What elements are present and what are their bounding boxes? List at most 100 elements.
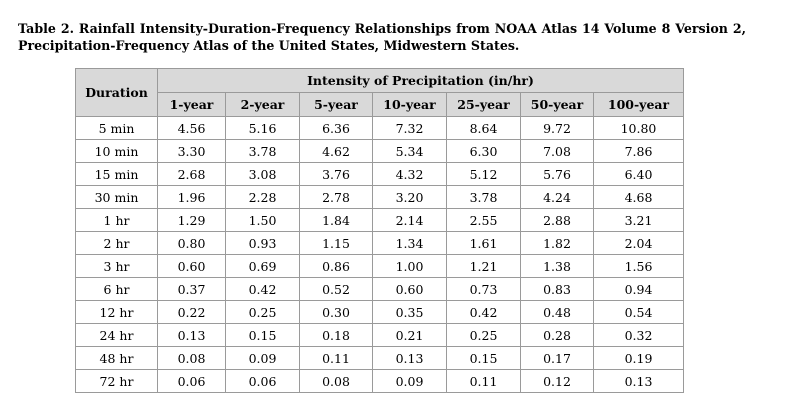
table-row: 2 hr 0.80 0.93 1.15 1.34 1.61 1.82 2.04	[75, 231, 684, 255]
column-header: 5-year	[299, 92, 373, 117]
intensity-cell: 3.08	[225, 162, 300, 186]
intensity-cell: 2.68	[157, 162, 226, 186]
duration-cell: 30 min	[75, 185, 158, 209]
intensity-cell: 0.60	[157, 254, 226, 278]
intensity-cell: 1.50	[225, 208, 300, 232]
intensity-cell: 0.22	[157, 300, 226, 324]
intensity-cell: 0.30	[299, 300, 373, 324]
table-row: 15 min 2.68 3.08 3.76 4.32 5.12 5.76 6.40	[75, 162, 684, 186]
intensity-cell: 1.96	[157, 185, 226, 209]
intensity-cell: 2.14	[372, 208, 447, 232]
intensity-cell: 0.21	[372, 323, 447, 347]
intensity-cell: 6.30	[446, 139, 521, 163]
intensity-cell: 0.86	[299, 254, 373, 278]
column-header: 50-year	[520, 92, 594, 117]
intensity-group-header: Intensity of Precipitation (in/hr)	[157, 68, 684, 93]
column-header: 100-year	[593, 92, 684, 117]
intensity-cell: 0.12	[520, 369, 594, 393]
intensity-cell: 2.28	[225, 185, 300, 209]
duration-cell: 10 min	[75, 139, 158, 163]
intensity-cell: 1.82	[520, 231, 594, 255]
intensity-cell: 2.04	[593, 231, 684, 255]
intensity-cell: 0.13	[372, 346, 447, 370]
duration-cell: 6 hr	[75, 277, 158, 301]
intensity-cell: 4.56	[157, 116, 226, 140]
intensity-cell: 0.18	[299, 323, 373, 347]
intensity-cell: 9.72	[520, 116, 594, 140]
intensity-cell: 10.80	[593, 116, 684, 140]
table-row: 24 hr 0.13 0.15 0.18 0.21 0.25 0.28 0.32	[75, 323, 684, 347]
table-row: 10 min 3.30 3.78 4.62 5.34 6.30 7.08 7.86	[75, 139, 684, 163]
intensity-cell: 8.64	[446, 116, 521, 140]
intensity-cell: 4.32	[372, 162, 447, 186]
intensity-cell: 0.32	[593, 323, 684, 347]
intensity-cell: 0.73	[446, 277, 521, 301]
intensity-cell: 7.08	[520, 139, 594, 163]
intensity-cell: 3.76	[299, 162, 373, 186]
column-header: 1-year	[157, 92, 226, 117]
table-row: 30 min 1.96 2.28 2.78 3.20 3.78 4.24 4.68	[75, 185, 684, 209]
intensity-cell: 0.06	[225, 369, 300, 393]
intensity-cell: 0.09	[372, 369, 447, 393]
intensity-cell: 0.15	[225, 323, 300, 347]
intensity-cell: 0.08	[157, 346, 226, 370]
intensity-cell: 0.69	[225, 254, 300, 278]
intensity-cell: 2.88	[520, 208, 594, 232]
intensity-cell: 0.42	[446, 300, 521, 324]
intensity-cell: 1.29	[157, 208, 226, 232]
caption-line-1: Table 2. Rainfall Intensity-Duration-Fre…	[18, 21, 746, 36]
intensity-cell: 7.32	[372, 116, 447, 140]
duration-cell: 24 hr	[75, 323, 158, 347]
intensity-cell: 3.21	[593, 208, 684, 232]
intensity-cell: 1.56	[593, 254, 684, 278]
intensity-cell: 2.55	[446, 208, 521, 232]
intensity-cell: 0.35	[372, 300, 447, 324]
intensity-cell: 0.11	[446, 369, 521, 393]
intensity-cell: 0.28	[520, 323, 594, 347]
intensity-cell: 0.37	[157, 277, 226, 301]
intensity-cell: 0.48	[520, 300, 594, 324]
intensity-cell: 3.78	[225, 139, 300, 163]
table-body: 5 min 4.56 5.16 6.36 7.32 8.64 9.72 10.80 10 min…	[75, 116, 684, 393]
intensity-cell: 3.78	[446, 185, 521, 209]
intensity-cell: 0.17	[520, 346, 594, 370]
header-row-group: Duration Intensity of Precipitation (in/…	[75, 68, 684, 117]
intensity-cell: 1.00	[372, 254, 447, 278]
intensity-cell: 0.08	[299, 369, 373, 393]
intensity-cell: 0.25	[225, 300, 300, 324]
intensity-cell: 0.93	[225, 231, 300, 255]
intensity-cell: 1.84	[299, 208, 373, 232]
intensity-cell: 6.36	[299, 116, 373, 140]
intensity-cell: 1.21	[446, 254, 521, 278]
column-header: 25-year	[446, 92, 521, 117]
intensity-cell: 5.12	[446, 162, 521, 186]
duration-cell: 48 hr	[75, 346, 158, 370]
intensity-cell: 5.34	[372, 139, 447, 163]
table-row: 5 min 4.56 5.16 6.36 7.32 8.64 9.72 10.80	[75, 116, 684, 140]
duration-cell: 15 min	[75, 162, 158, 186]
duration-header: Duration	[75, 68, 158, 117]
intensity-cell: 0.54	[593, 300, 684, 324]
column-header: 10-year	[372, 92, 447, 117]
duration-cell: 3 hr	[75, 254, 158, 278]
intensity-cell: 4.62	[299, 139, 373, 163]
intensity-cell: 0.25	[446, 323, 521, 347]
intensity-cell: 4.24	[520, 185, 594, 209]
intensity-cell: 0.13	[593, 369, 684, 393]
intensity-cell: 2.78	[299, 185, 373, 209]
intensity-cell: 1.38	[520, 254, 594, 278]
duration-cell: 72 hr	[75, 369, 158, 393]
duration-cell: 12 hr	[75, 300, 158, 324]
intensity-cell: 0.94	[593, 277, 684, 301]
intensity-cell: 0.42	[225, 277, 300, 301]
table-row: 6 hr 0.37 0.42 0.52 0.60 0.73 0.83 0.94	[75, 277, 684, 301]
caption-line-2: Precipitation-Frequency Atlas of the Uni…	[18, 38, 520, 53]
table-row: 12 hr 0.22 0.25 0.30 0.35 0.42 0.48 0.54	[75, 300, 684, 324]
intensity-cell: 7.86	[593, 139, 684, 163]
duration-cell: 2 hr	[75, 231, 158, 255]
intensity-cell: 3.30	[157, 139, 226, 163]
table-row: 72 hr 0.06 0.06 0.08 0.09 0.11 0.12 0.13	[75, 369, 684, 393]
intensity-cell: 4.68	[593, 185, 684, 209]
duration-cell: 1 hr	[75, 208, 158, 232]
intensity-cell: 0.80	[157, 231, 226, 255]
